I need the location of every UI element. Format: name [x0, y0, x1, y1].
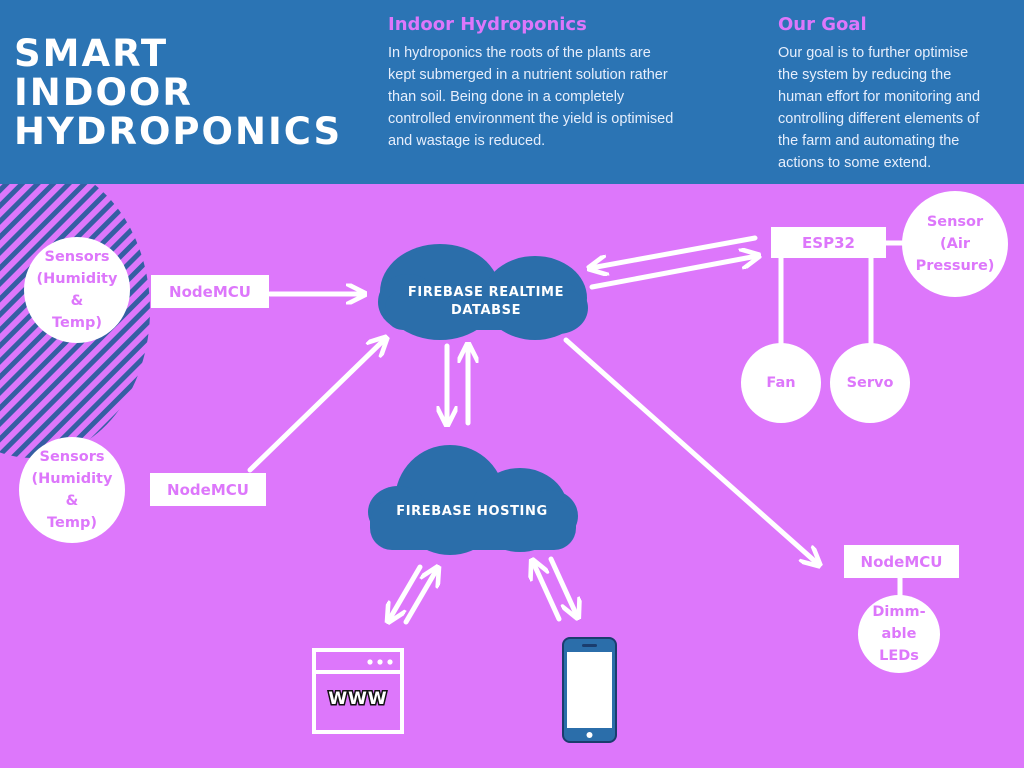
hydroponics-line: In hydroponics the roots of the plants a…: [388, 45, 651, 61]
goal-line: actions to some extend.: [778, 155, 932, 171]
arrow-hosting-to-browser: [389, 564, 423, 620]
esp32-box: ESP32: [771, 227, 886, 258]
goal-line: the system by reducing the: [778, 67, 952, 83]
node-label: Pressure): [915, 258, 995, 274]
cloud-text: DATABSE: [450, 303, 522, 318]
arrow-esp32-to-db: [591, 235, 758, 268]
node-label: (Humidity: [31, 471, 113, 487]
page-title: SMART INDOOR HYDROPONICS: [14, 34, 342, 151]
node-label: &: [65, 493, 79, 509]
node-label: able: [881, 626, 917, 642]
title-line-3: HYDROPONICS: [14, 110, 343, 153]
goal-line: the farm and automating the: [778, 133, 960, 149]
node-label: Temp): [47, 515, 97, 531]
arrow-browser-to-hosting: [403, 569, 437, 625]
node-label: Sensor: [926, 214, 984, 230]
cloud-text: FIREBASE REALTIME: [407, 285, 565, 300]
www-label: WWW: [328, 689, 387, 709]
arrow-hosting-to-phone: [548, 556, 577, 616]
header-band: [0, 0, 1024, 184]
goal-line: Our goal is to further optimise: [778, 45, 969, 61]
dimmable-leds-node: Dimm- able LEDs: [858, 595, 940, 673]
realtime-db-cloud-icon: [378, 244, 588, 340]
sensor-humidity-temp-bottom: Sensors (Humidity & Temp): [19, 437, 125, 543]
servo-node: Servo: [830, 343, 910, 423]
hydroponics-heading: Indoor Hydroponics: [388, 14, 587, 35]
node-label: Dimm-: [872, 604, 926, 620]
nodemcu-top-box: NodeMCU: [151, 275, 269, 308]
sensor-humidity-temp-top: Sensors (Humidity & Temp): [24, 237, 130, 343]
hydroponics-description: In hydroponics the roots of the plants a…: [388, 42, 673, 152]
node-label: &: [70, 293, 84, 309]
node-label: Sensors: [44, 249, 110, 265]
hosting-cloud-icon: [368, 445, 578, 555]
title-line-2: INDOOR: [14, 71, 193, 114]
realtime-db-label: FIREBASE REALTIME DATABSE: [400, 284, 572, 320]
node-label: (Humidity: [36, 271, 118, 287]
sensor-air-pressure: Sensor (Air Pressure): [902, 191, 1008, 297]
arrow-phone-to-hosting: [533, 562, 562, 622]
goal-line: controlling different elements of: [778, 111, 980, 127]
hydroponics-line: kept submerged in a nutrient solution ra…: [388, 67, 668, 83]
hydroponics-line: and wastage is reduced.: [388, 133, 546, 149]
node-label: (Air: [940, 236, 970, 252]
goal-description: Our goal is to further optimise the syst…: [778, 42, 980, 174]
node-label: Temp): [52, 315, 102, 331]
goal-line: human effort for monitoring and: [778, 89, 981, 105]
arrow-db-to-nodemcu-right: [563, 337, 818, 564]
hydroponics-line: controlled environment the yield is opti…: [388, 111, 674, 127]
browser-window-icon: WWW: [312, 648, 404, 734]
arrow-db-to-esp32: [589, 256, 757, 290]
arrow-nodemcu-bottom-to-db: [247, 339, 385, 473]
fan-node: Fan: [741, 343, 821, 423]
title-line-1: SMART: [14, 32, 169, 75]
smartphone-icon: [562, 637, 617, 743]
goal-heading: Our Goal: [778, 14, 867, 35]
nodemcu-right-box: NodeMCU: [844, 545, 959, 578]
node-label: Sensors: [39, 449, 105, 465]
nodemcu-bottom-box: NodeMCU: [150, 473, 266, 506]
node-label: LEDs: [879, 648, 919, 664]
hosting-label: FIREBASE HOSTING: [396, 504, 548, 519]
hydroponics-line: than soil. Being done in a completely: [388, 89, 625, 105]
